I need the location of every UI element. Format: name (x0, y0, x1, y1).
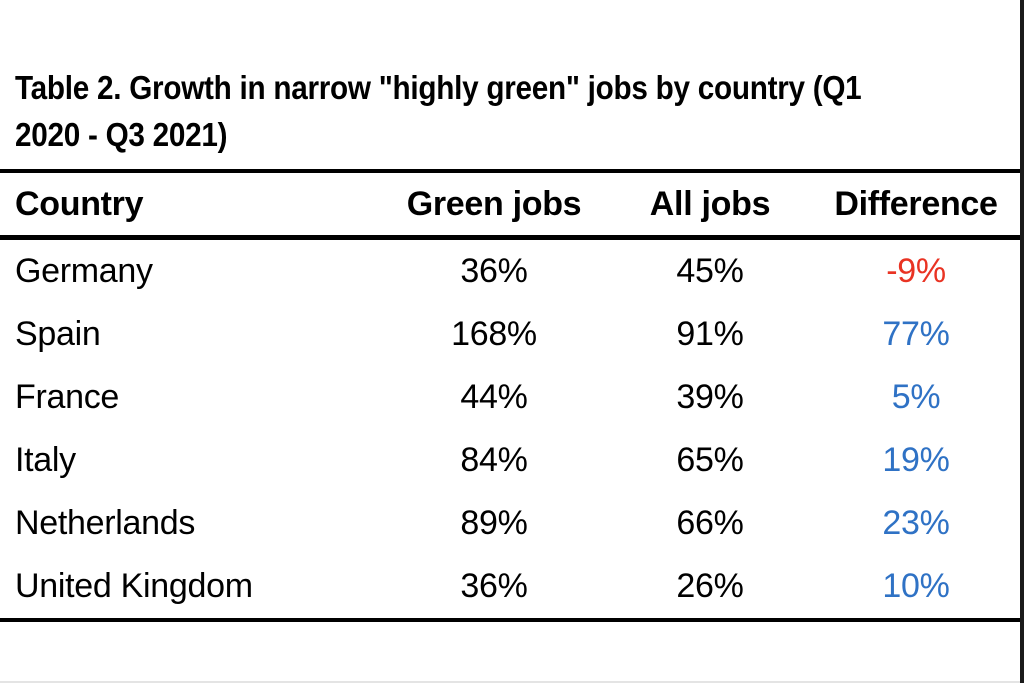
cell-difference: 19% (882, 441, 950, 479)
table-title: Table 2. Growth in narrow "highly green"… (15, 64, 862, 158)
cell-country: Netherlands (15, 504, 196, 542)
column-header-all-jobs: All jobs (608, 171, 812, 240)
table-title-line1: Table 2. Growth in narrow "highly green"… (15, 69, 862, 106)
cell-green-jobs: 36% (460, 567, 528, 605)
cell-green-jobs: 44% (460, 378, 528, 416)
cell-difference: 77% (882, 315, 950, 353)
cell-green-jobs: 168% (451, 315, 537, 353)
cell-country: United Kingdom (15, 567, 253, 605)
cell-difference: 5% (891, 378, 941, 416)
right-edge-strip (1020, 0, 1024, 683)
cell-green-jobs: 36% (460, 252, 528, 290)
table-row: Italy 84% 65% 19% (0, 429, 1020, 492)
cell-green-jobs: 89% (460, 504, 528, 542)
cell-difference: -9% (886, 252, 946, 290)
cell-all-jobs: 66% (676, 504, 744, 542)
table-row: Germany 36% 45% -9% (0, 238, 1020, 304)
cell-all-jobs: 26% (676, 567, 744, 605)
bottom-edge-line (0, 681, 1020, 683)
cell-green-jobs: 84% (460, 441, 528, 479)
header-row: Country Green jobs All jobs Difference (0, 171, 1020, 240)
table-title-line2: 2020 - Q3 2021) (15, 116, 228, 153)
table-row: Netherlands 89% 66% 23% (0, 492, 1020, 555)
column-header-green-jobs: Green jobs (380, 171, 608, 240)
table-row: Spain 168% 91% 77% (0, 303, 1020, 366)
cell-all-jobs: 65% (676, 441, 744, 479)
growth-data-table: Country Green jobs All jobs Difference G… (0, 169, 1020, 622)
cell-difference: 23% (882, 504, 950, 542)
cell-country: Italy (15, 441, 76, 479)
column-header-country: Country (0, 171, 380, 240)
cell-all-jobs: 39% (676, 378, 744, 416)
cell-difference: 10% (882, 567, 950, 605)
column-header-difference: Difference (812, 171, 1020, 240)
cell-country: Germany (15, 252, 153, 290)
cell-country: Spain (15, 315, 101, 353)
table-row: France 44% 39% 5% (0, 366, 1020, 429)
cell-all-jobs: 45% (676, 252, 744, 290)
cell-all-jobs: 91% (676, 315, 744, 353)
table-row: United Kingdom 36% 26% 10% (0, 555, 1020, 620)
cell-country: France (15, 378, 120, 416)
